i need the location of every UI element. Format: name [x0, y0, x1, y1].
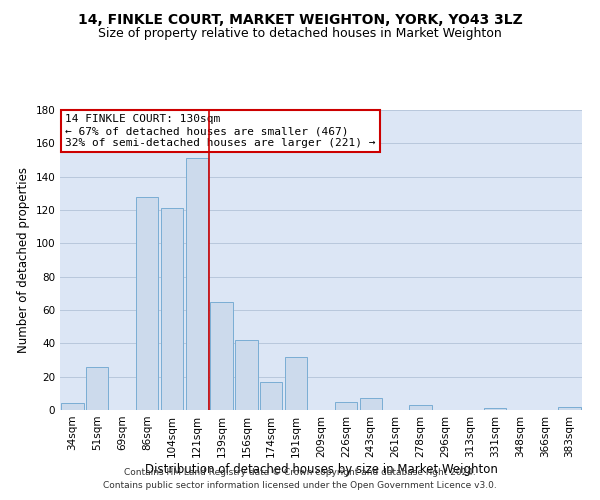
- Bar: [161, 208, 183, 410]
- Bar: [235, 340, 257, 410]
- Text: 14, FINKLE COURT, MARKET WEIGHTON, YORK, YO43 3LZ: 14, FINKLE COURT, MARKET WEIGHTON, YORK,…: [77, 12, 523, 26]
- Text: 14 FINKLE COURT: 130sqm
← 67% of detached houses are smaller (467)
32% of semi-d: 14 FINKLE COURT: 130sqm ← 67% of detache…: [65, 114, 376, 148]
- Bar: [559, 406, 581, 410]
- Y-axis label: Number of detached properties: Number of detached properties: [17, 167, 30, 353]
- Bar: [211, 302, 233, 410]
- Bar: [185, 158, 208, 410]
- Text: Contains public sector information licensed under the Open Government Licence v3: Contains public sector information licen…: [103, 480, 497, 490]
- Bar: [409, 405, 431, 410]
- Text: Contains HM Land Registry data © Crown copyright and database right 2024.: Contains HM Land Registry data © Crown c…: [124, 468, 476, 477]
- Bar: [359, 398, 382, 410]
- Bar: [260, 382, 283, 410]
- Text: Size of property relative to detached houses in Market Weighton: Size of property relative to detached ho…: [98, 28, 502, 40]
- Bar: [136, 196, 158, 410]
- Bar: [484, 408, 506, 410]
- Bar: [285, 356, 307, 410]
- Bar: [86, 366, 109, 410]
- Bar: [61, 404, 83, 410]
- X-axis label: Distribution of detached houses by size in Market Weighton: Distribution of detached houses by size …: [145, 462, 497, 475]
- Bar: [335, 402, 357, 410]
